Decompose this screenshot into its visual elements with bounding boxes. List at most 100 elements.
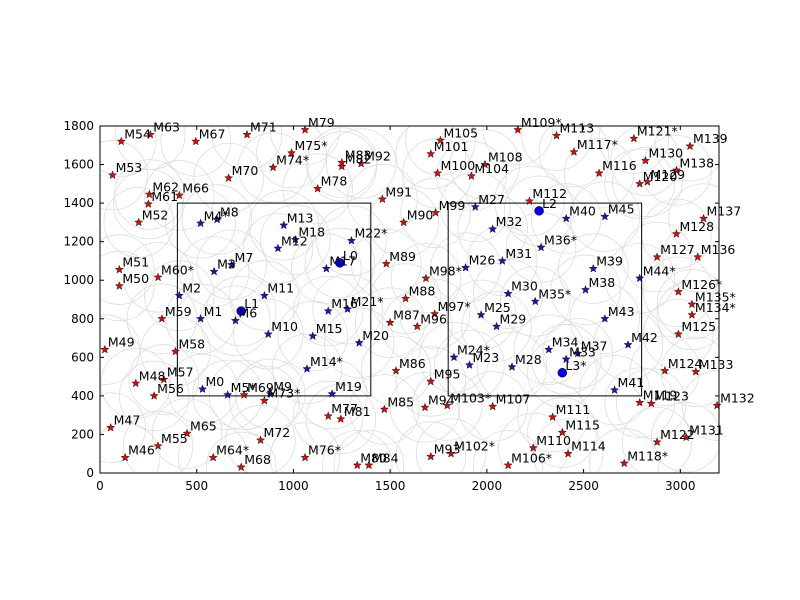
red-star-point: [551, 130, 562, 140]
red-star-point: [671, 165, 681, 175]
point-label: M119: [643, 388, 678, 403]
red-star-point: [153, 441, 163, 450]
red-star-point: [377, 194, 387, 204]
range-circle: [621, 406, 693, 473]
point-label: M35*: [538, 286, 571, 301]
x-tick-label: 2000: [472, 479, 503, 493]
red-star-point: [391, 366, 401, 375]
blue-star-point: [476, 310, 486, 319]
range-circle: [229, 365, 300, 436]
red-star-point: [116, 136, 126, 146]
red-star-point: [114, 264, 124, 274]
point-label: M89: [389, 249, 416, 264]
point-label: M79: [308, 115, 335, 130]
red-star-point: [364, 460, 374, 470]
point-label: M71: [250, 120, 277, 135]
range-circles: [100, 126, 719, 473]
range-circle: [122, 410, 194, 473]
point-label: M105: [443, 125, 478, 140]
point-label: M131: [689, 422, 724, 437]
range-circle: [260, 204, 331, 275]
red-star-point: [466, 171, 476, 180]
red-star-point: [381, 259, 391, 268]
blue-star-point: [343, 304, 353, 313]
range-circle: [660, 336, 719, 407]
point-label: M19: [335, 379, 362, 394]
range-circle: [457, 193, 528, 265]
blue-star-point: [327, 389, 337, 398]
point-label: L3*: [565, 358, 586, 373]
point-label: M9: [273, 379, 292, 394]
red-star-point: [108, 170, 118, 180]
red-star-point: [629, 133, 639, 143]
point-label: M125: [681, 319, 716, 334]
range-circle: [538, 126, 610, 188]
point-label: M62: [152, 179, 179, 194]
blue-star-point: [198, 384, 208, 393]
red-star-point: [236, 462, 246, 472]
blue-star-point: [588, 263, 598, 273]
point-label: M100: [441, 158, 476, 173]
point-label: M121*: [637, 124, 678, 139]
range-circle: [579, 354, 650, 426]
range-circle: [513, 314, 584, 385]
point-label: M81: [344, 404, 371, 419]
red-star-point: [594, 168, 604, 178]
blue-star-point: [573, 348, 583, 358]
red-star-point: [681, 432, 691, 442]
point-label: M44*: [643, 263, 676, 278]
blue-star-point: [461, 262, 471, 272]
range-circle: [144, 260, 215, 331]
range-circle: [418, 322, 490, 393]
range-circle: [144, 160, 215, 231]
blue-star-point: [263, 329, 273, 339]
range-circle: [656, 279, 719, 351]
point-label: M134*: [695, 300, 736, 315]
point-label: M70: [232, 163, 259, 178]
blue-star-point: [196, 218, 206, 228]
y-tick-label: 1800: [63, 119, 94, 133]
point-label: M107: [496, 391, 531, 406]
point-label: M117*: [577, 137, 618, 152]
range-circle: [681, 370, 719, 441]
range-circle: [248, 190, 319, 261]
range-circle: [100, 234, 155, 305]
range-circle: [604, 243, 675, 314]
leader-point: [534, 206, 544, 216]
red-star-point: [182, 428, 192, 438]
range-circle: [550, 254, 621, 326]
red-star-point: [399, 217, 409, 227]
point-label: M109*: [521, 115, 562, 130]
point-label: M2: [182, 281, 201, 296]
range-circle: [269, 126, 341, 166]
point-label: M93: [434, 442, 461, 457]
point-label: M84: [372, 450, 399, 465]
range-circle: [430, 232, 501, 303]
range-circle: [208, 359, 280, 431]
point-label: M49: [108, 335, 135, 350]
point-label: M36*: [544, 232, 577, 247]
blue-star-point: [209, 266, 219, 276]
range-circle: [304, 227, 376, 299]
red-star-point: [356, 158, 366, 168]
red-star-point: [323, 411, 333, 420]
range-circle: [643, 256, 714, 328]
red-star-point: [442, 400, 452, 410]
range-circle: [126, 283, 198, 354]
data-points: [100, 125, 722, 472]
plot-frame: [99, 125, 720, 474]
point-label: M10: [271, 319, 298, 334]
red-star-point: [239, 390, 249, 399]
range-circle: [395, 346, 466, 417]
range-circle: [461, 291, 532, 362]
red-star-point: [313, 183, 323, 193]
point-label: M128: [679, 219, 714, 234]
red-star-point: [174, 190, 184, 200]
red-star-point: [131, 378, 141, 388]
region-box-2: [447, 202, 643, 397]
blue-star-point: [492, 321, 502, 331]
range-circle: [160, 126, 231, 177]
point-label: M16: [331, 296, 358, 311]
